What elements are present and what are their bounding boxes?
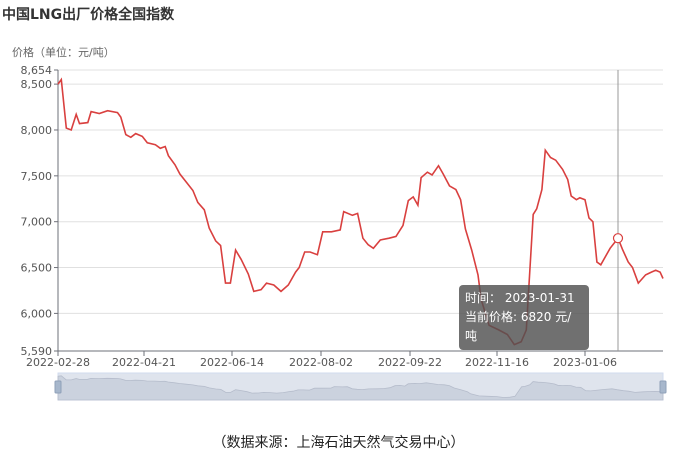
y-tick-label: 6,000 xyxy=(21,307,53,320)
x-tick-label: 2023-01-06 xyxy=(553,356,617,369)
tooltip-price-label: 当前价格: xyxy=(465,310,518,324)
tooltip-unit: 元/吨 xyxy=(465,310,572,343)
x-tick-label: 2022-09-22 xyxy=(378,356,442,369)
y-tick-label: 7,000 xyxy=(21,216,53,229)
x-tick-label: 2022-06-14 xyxy=(200,356,264,369)
slider-handle-left[interactable] xyxy=(54,380,62,394)
x-tick-label: 2022-02-28 xyxy=(26,356,90,369)
slider-preview-area xyxy=(57,375,664,401)
y-axis-label: 价格（单位：元/吨） xyxy=(12,46,115,59)
x-tick-label: 2022-04-21 xyxy=(112,356,176,369)
x-tick-label: 2022-11-16 xyxy=(465,356,529,369)
x-axis: 2022-02-28 2022-04-21 2022-06-14 2022-08-02… xyxy=(26,350,663,369)
data-source-caption: （数据来源：上海石油天然气交易中心） xyxy=(212,435,465,451)
tooltip-time-value: 2023-01-31 xyxy=(504,291,575,305)
y-tick-label: 7,500 xyxy=(21,170,53,183)
y-tick-label: 5,590 xyxy=(21,345,53,358)
tooltip-price-value: 6820 xyxy=(520,310,552,324)
y-tick-label: 6,500 xyxy=(21,262,53,275)
y-tick-label: 8,654 xyxy=(21,64,53,77)
series-line xyxy=(57,77,664,346)
y-tick-label: 8,500 xyxy=(21,78,53,91)
tooltip: 时间： 2023-01-31 当前价格: 6820 元/吨 xyxy=(459,285,589,350)
y-tick-label: 8,000 xyxy=(21,124,53,137)
data-zoom-slider[interactable] xyxy=(54,372,667,401)
highlight-point xyxy=(612,233,624,244)
chart-title: 中国LNG出厂价格全国指数 xyxy=(2,7,175,23)
slider-handle-right[interactable] xyxy=(659,380,667,394)
tooltip-time-label: 时间： xyxy=(465,291,502,305)
x-tick-label: 2022-08-02 xyxy=(289,356,353,369)
